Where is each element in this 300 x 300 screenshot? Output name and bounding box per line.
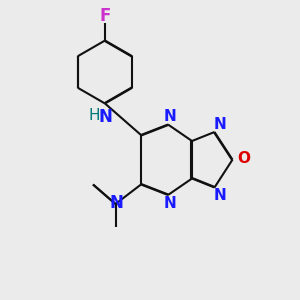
Text: N: N (214, 117, 226, 132)
Text: N: N (164, 196, 177, 211)
Text: N: N (109, 194, 123, 211)
Text: F: F (99, 7, 111, 25)
Text: H: H (88, 108, 100, 123)
Text: N: N (164, 109, 177, 124)
Text: O: O (237, 151, 250, 166)
Text: N: N (214, 188, 226, 202)
Text: N: N (99, 108, 113, 126)
